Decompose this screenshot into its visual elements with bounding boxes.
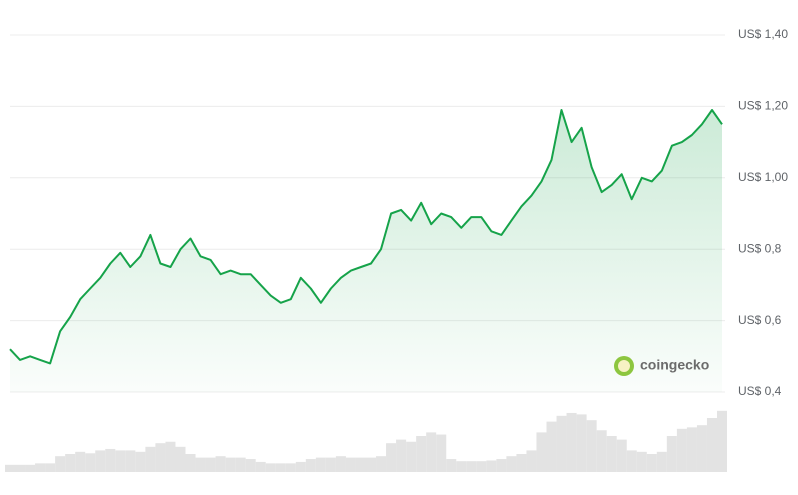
y-tick-label: US$ 0,8 [738,241,782,255]
volume-bar [115,450,126,472]
volume-bar [516,454,527,472]
volume-bar [275,463,286,472]
volume-bar [65,454,76,472]
volume-bar [596,430,607,472]
watermark: coingecko [614,356,709,376]
volume-bar [686,427,697,472]
volume-bar [396,439,407,472]
y-tick-label: US$ 0,6 [738,313,782,327]
volume-bar [55,456,66,472]
volume-bar [265,463,276,472]
volume-bar [205,457,216,472]
price-line [9,109,723,365]
y-tick-label: US$ 1,20 [738,99,788,113]
volume-bar [586,420,597,472]
volume-bar [355,457,366,472]
volume-bar [526,450,537,472]
volume-bar [426,432,437,472]
volume-bar [536,432,547,472]
volume-bar [576,414,587,472]
volume-bar [446,459,457,472]
volume-bar [15,464,26,472]
volume-bar [366,457,377,472]
volume-bar [626,450,637,472]
volume-bar [85,453,96,472]
volume-bar [225,457,236,472]
volume-bar [25,464,36,472]
volume-bar [716,410,728,472]
volume-bar [235,457,246,472]
volume-bar [466,461,477,472]
volume-bar [45,463,56,472]
y-tick-label: US$ 1,00 [738,170,788,184]
volume-bar [335,456,346,472]
volume-bar [566,412,577,472]
volume-bar [496,459,507,472]
volume-bar [456,461,467,472]
volume-bar [616,439,627,472]
logo-inner [618,360,630,372]
volume-bar [295,461,306,472]
volume-bar [345,457,356,472]
volume-bar [406,441,417,472]
volume-bar [606,436,617,472]
y-tick-label: US$ 0,4 [738,384,782,398]
volume-bar [656,451,667,472]
volume-bar [506,456,517,472]
volume-bar [245,459,256,472]
volume-bar [315,457,326,472]
volume-bar [325,457,336,472]
volume-bar [546,421,557,472]
volume-bar [486,460,497,472]
volume-bar [35,463,46,472]
volume-bar [436,434,447,472]
volume-bar [185,454,196,472]
volume-bar [135,451,146,472]
volume-bar [305,459,316,472]
volume-bar [416,436,427,472]
volume-bar [376,456,387,472]
volume-bar [4,464,16,472]
volume-bar [386,443,397,472]
volume-bar [125,450,136,472]
volume-bar [155,443,166,472]
volume-bar [95,450,106,472]
volume-bar [676,428,687,472]
volume-bar [175,446,186,472]
volume-bar [255,461,266,472]
volume-bar [105,448,116,472]
volume-bar [285,463,296,472]
volume-bar [75,451,86,472]
volume-bar [195,457,206,472]
y-tick-label: US$ 1,40 [738,27,788,41]
watermark-text: coingecko [640,357,709,373]
volume-bar [476,461,487,472]
volume-bar [145,446,156,472]
volume-bar [215,456,226,472]
volume-bar [556,415,567,472]
volume-bar [706,418,717,472]
volume-bar [165,441,176,472]
price-area [10,110,722,392]
volume-bar [636,451,647,472]
volume-bar [646,454,657,472]
volume-bar [666,436,677,472]
volume-bar [696,425,707,472]
